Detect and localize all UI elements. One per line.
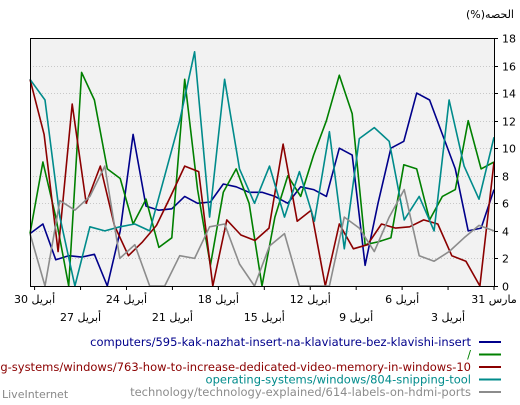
x-tick-label: 27 أبريل [60,310,101,324]
legend-label: operating-systems/windows/763-how-to-inc… [0,360,471,374]
legend-label: computers/595-kak-nazhat-insert-na-klavi… [90,335,471,349]
y-tick-label: 10 [502,143,516,156]
x-tick-label: 12 أبريل [290,292,331,306]
legend-label: / [467,348,471,362]
grid-lines [30,66,494,259]
x-tick-label: 9 أبريل [339,310,373,324]
x-tick-label: 18 أبريل [198,292,239,306]
x-tick-label: 31 مارس [471,293,517,306]
x-tick-label: 6 أبريل [385,292,419,306]
y-tick-label: 8 [502,171,509,184]
series-line-4 [29,50,495,287]
plot-background [30,38,494,286]
x-tick-label: 15 أبريل [244,310,285,324]
series-line-3 [29,79,495,287]
series-line-5 [29,165,495,287]
y-axis-ticks: 0 2 4 6 8 10 12 14 16 18 [494,33,516,294]
y-tick-label: 12 [502,116,516,129]
y-tick-label: 16 [502,61,516,74]
legend-label: technology/technology-explained/614-labe… [130,385,471,399]
legend-label: operating-systems/windows/804-snipping-t… [206,373,471,387]
x-axis-ticks: 31 مارس 6 أبريل 12 أبريل 18 أبريل 24 أبريل 30… [14,286,517,324]
x-tick-label: 24 أبريل [106,292,147,306]
y-tick-label: 2 [502,253,509,266]
y-tick-label: 18 [502,33,516,46]
y-tick-label: 14 [502,88,516,101]
y-tick-label: 0 [502,281,509,294]
liveinternet-logo-text: LiveInternet [2,388,69,401]
y-tick-label: 6 [502,198,509,211]
y-tick-label: 4 [502,226,509,239]
x-tick-label: 3 أبريل [431,310,465,324]
y-axis-label: (%)الحصه [466,8,514,21]
plot-frame [30,38,495,287]
x-tick-label: 30 أبريل [14,292,55,306]
x-tick-label: 21 أبريل [152,310,193,324]
legend: computers/595-kak-nazhat-insert-na-klavi… [0,335,501,399]
